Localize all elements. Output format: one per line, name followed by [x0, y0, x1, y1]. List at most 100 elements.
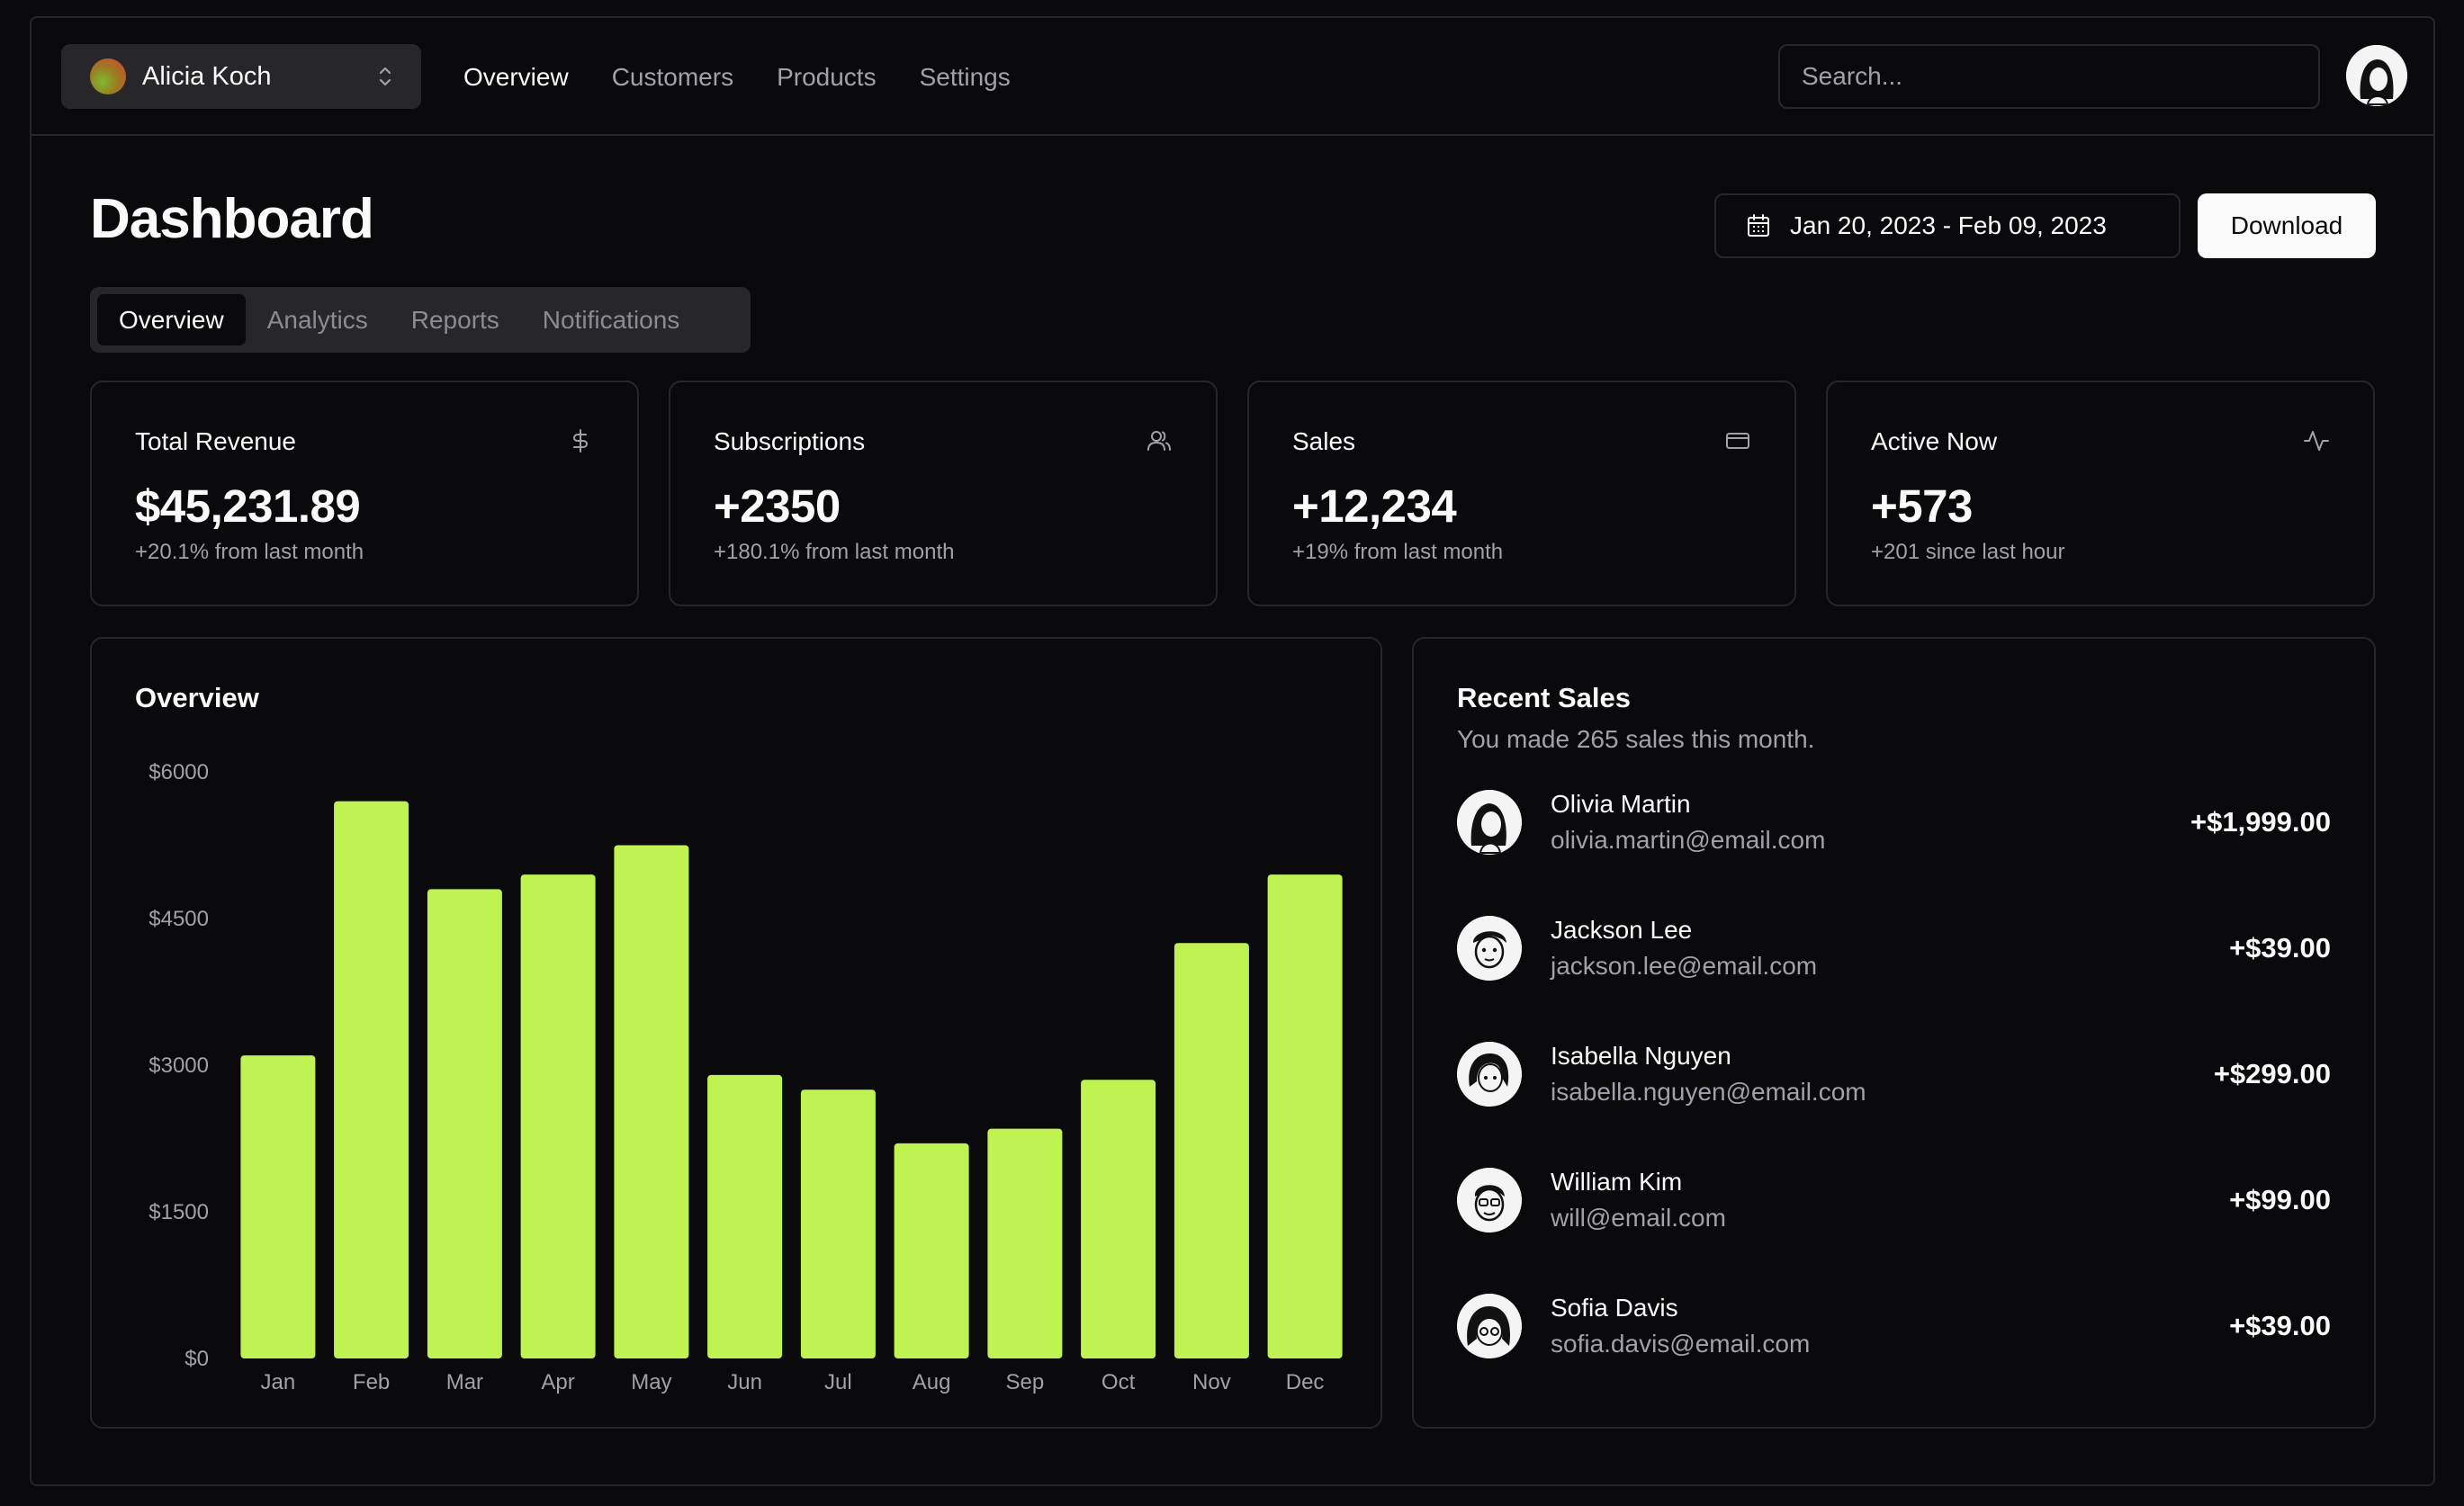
recent-sales-card: Recent Sales You made 265 sales this mon… [1412, 637, 2376, 1429]
sale-row: Isabella Nguyen isabella.nguyen@email.co… [1457, 1038, 2331, 1110]
y-axis-tick-label: $6000 [148, 760, 209, 784]
stat-value: +2350 [714, 480, 841, 532]
main-nav: Overview Customers Products Settings [463, 18, 1011, 136]
y-axis-tick-label: $3000 [148, 1053, 209, 1078]
customer-email: olivia.martin@email.com [1551, 826, 1826, 854]
sale-row: Jackson Lee jackson.lee@email.com +$39.0… [1457, 912, 2331, 984]
stat-card-sales: Sales +12,234 +19% from last month [1247, 381, 1796, 606]
x-axis-tick-label: Dec [1286, 1370, 1325, 1394]
bar-feb[interactable] [334, 801, 409, 1358]
sale-amount: +$1,999.00 [2190, 806, 2331, 838]
user-avatar[interactable] [2346, 45, 2407, 106]
sale-row: Sofia Davis sofia.davis@email.com +$39.0… [1457, 1290, 2331, 1362]
stat-change: +180.1% from last month [714, 540, 955, 564]
date-range-text: Jan 20, 2023 - Feb 09, 2023 [1790, 211, 2107, 239]
x-axis-tick-label: May [631, 1370, 671, 1394]
bar-apr[interactable] [520, 874, 596, 1358]
dollar-icon [573, 429, 588, 453]
avatar [1457, 1168, 1522, 1233]
x-axis-tick-label: Nov [1192, 1370, 1231, 1394]
bar-jul[interactable] [800, 1089, 876, 1358]
dashboard-tabs: Overview Analytics Reports Notifications [90, 287, 751, 353]
chevrons-up-down-icon [379, 67, 391, 86]
recent-sales-subtitle: You made 265 sales this month. [1457, 725, 1815, 753]
bar-dec[interactable] [1267, 874, 1343, 1358]
stat-title: Total Revenue [135, 427, 297, 455]
stat-card-active-now: Active Now +573 +201 since last hour [1826, 381, 2375, 606]
download-button[interactable]: Download [2198, 193, 2376, 258]
stat-change: +20.1% from last month [135, 540, 364, 564]
overview-bar-chart: $0 $1500 $3000 $4500 $6000 Jan Feb Mar Apr May Jun… [148, 760, 1343, 1394]
bar-aug[interactable] [894, 1143, 969, 1358]
team-avatar [90, 58, 126, 94]
x-axis-tick-label: Mar [446, 1370, 483, 1394]
date-range-picker[interactable]: Jan 20, 2023 - Feb 09, 2023 [1714, 193, 2181, 258]
stat-title: Active Now [1871, 427, 1998, 455]
users-icon [1147, 431, 1171, 451]
bar-mar[interactable] [427, 889, 502, 1358]
avatar [1457, 1294, 1522, 1358]
stat-card-total-revenue: Total Revenue $45,231.89 +20.1% from las… [90, 381, 639, 606]
sale-amount: +$299.00 [2213, 1058, 2331, 1089]
stat-value: $45,231.89 [135, 480, 361, 532]
activity-icon [2304, 431, 2329, 451]
sale-row: Olivia Martin olivia.martin@email.com +$… [1457, 786, 2331, 858]
customer-email: isabella.nguyen@email.com [1551, 1078, 1866, 1106]
avatar [1457, 790, 1522, 855]
avatar [1457, 916, 1522, 981]
bar-jun[interactable] [707, 1074, 783, 1358]
stat-card-subscriptions: Subscriptions +2350 +180.1% from last mo… [669, 381, 1218, 606]
nav-settings[interactable]: Settings [919, 62, 1011, 91]
search-input[interactable] [1778, 44, 2320, 109]
stat-value: +12,234 [1292, 480, 1457, 532]
tab-overview[interactable]: Overview [97, 294, 246, 345]
team-switcher[interactable]: Alicia Koch [61, 44, 421, 109]
customer-email: will@email.com [1551, 1204, 1726, 1232]
avatar [1457, 1042, 1522, 1107]
page-title: Dashboard [90, 188, 374, 250]
sale-amount: +$39.00 [2229, 932, 2331, 964]
stat-title: Subscriptions [714, 427, 866, 455]
stat-value: +573 [1871, 480, 1973, 532]
nav-customers[interactable]: Customers [611, 62, 734, 91]
nav-overview[interactable]: Overview [463, 62, 569, 91]
sale-amount: +$39.00 [2229, 1310, 2331, 1341]
tab-reports[interactable]: Reports [410, 305, 499, 334]
team-name: Alicia Koch [142, 61, 272, 91]
customer-name: William Kim [1551, 1168, 1683, 1196]
y-axis-tick-label: $4500 [148, 907, 209, 931]
stat-change: +19% from last month [1292, 540, 1504, 564]
customer-name: Sofia Davis [1551, 1294, 1678, 1322]
dashboard-window: Alicia Koch Overview Customers Products … [30, 16, 2435, 1486]
credit-card-icon [1726, 433, 1749, 449]
customer-name: Isabella Nguyen [1551, 1042, 1731, 1070]
x-axis-tick-label: Apr [541, 1370, 574, 1394]
x-axis-tick-label: Oct [1102, 1370, 1136, 1394]
bar-oct[interactable] [1081, 1080, 1156, 1358]
overview-title: Overview [135, 682, 259, 713]
overview-card: Overview $0 $1500 $3000 $4500 $6000 Jan Feb Mar… [90, 637, 1382, 1429]
x-axis-tick-label: Jun [727, 1370, 762, 1394]
x-axis-tick-label: Aug [913, 1370, 951, 1394]
y-axis-tick-label: $1500 [148, 1200, 209, 1224]
stat-title: Sales [1292, 427, 1356, 455]
bar-nov[interactable] [1174, 943, 1249, 1358]
bar-sep[interactable] [987, 1128, 1063, 1358]
customer-name: Olivia Martin [1551, 790, 1691, 818]
top-bar: Alicia Koch Overview Customers Products … [31, 18, 2433, 136]
bar-jan[interactable] [240, 1055, 316, 1358]
recent-sales-title: Recent Sales [1457, 682, 1631, 713]
x-axis-tick-label: Jan [261, 1370, 296, 1394]
customer-email: jackson.lee@email.com [1551, 952, 1818, 980]
customer-name: Jackson Lee [1551, 916, 1693, 944]
user-avatar-image [2346, 45, 2407, 106]
nav-products[interactable]: Products [777, 62, 877, 91]
tab-notifications[interactable]: Notifications [542, 305, 680, 334]
x-axis-tick-label: Sep [1006, 1370, 1045, 1394]
bar-may[interactable] [614, 845, 689, 1359]
tab-analytics[interactable]: Analytics [266, 305, 368, 334]
x-axis-tick-label: Feb [353, 1370, 390, 1394]
sale-amount: +$99.00 [2229, 1184, 2331, 1215]
y-axis-tick-label: $0 [184, 1347, 209, 1371]
calendar-icon [1748, 214, 1769, 237]
